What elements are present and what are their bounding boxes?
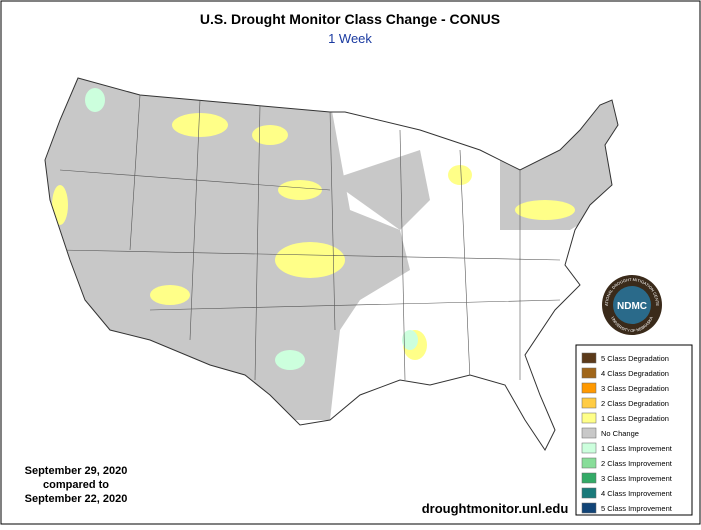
date-compared: compared to [43,479,109,491]
legend-swatch [581,352,597,364]
state-lines [59,94,561,381]
legend-label: No Change [601,429,639,438]
legend-label: 2 Class Degradation [601,399,669,408]
logo-label: NDMC [617,301,647,312]
legend-swatch [581,442,597,454]
legend-label: 1 Class Improvement [601,444,673,453]
date-current: September 29, 2020 [25,465,128,477]
legend-label: 2 Class Improvement [601,459,673,468]
legend-label: 3 Class Improvement [601,474,673,483]
legend-swatch [581,427,597,439]
legend-swatch [581,502,597,514]
legend-label: 5 Class Improvement [601,504,673,513]
url: droughtmonitor.unl.edu [422,501,569,516]
legend-label: 3 Class Degradation [601,384,669,393]
legend-label: 1 Class Degradation [601,414,669,423]
legend-swatch [581,367,597,379]
title: U.S. Drought Monitor Class Change - CONU… [200,11,500,27]
legend-swatch [581,382,597,394]
legend-label: 5 Class Degradation [601,354,669,363]
legend-swatch [581,487,597,499]
date-previous: September 22, 2020 [25,493,128,505]
legend-swatch [581,397,597,409]
subtitle: 1 Week [328,31,372,46]
legend-label: 4 Class Improvement [601,489,673,498]
legend-label: 4 Class Degradation [601,369,669,378]
dates: September 29, 2020 compared to September… [25,465,128,505]
legend-swatch [581,457,597,469]
legend-swatch [581,412,597,424]
legend: 5 Class Degradation 4 Class Degradation 3 … [581,352,673,514]
legend-swatch [581,472,597,484]
